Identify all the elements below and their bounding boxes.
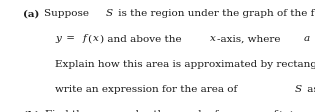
Text: x: x [283, 109, 289, 112]
Text: ≤: ≤ [312, 34, 315, 43]
Text: as a limit of sums.: as a limit of sums. [304, 85, 315, 94]
Text: Explain how this area is approximated by rectangles, and: Explain how this area is approximated by… [55, 59, 315, 68]
Text: ) and above the: ) and above the [100, 34, 185, 43]
Text: write an expression for the area of: write an expression for the area of [55, 85, 241, 94]
Text: (a): (a) [23, 9, 39, 18]
Text: S: S [106, 9, 113, 18]
Text: x: x [93, 34, 99, 43]
Text: f: f [272, 109, 276, 112]
Text: S: S [295, 85, 301, 94]
Text: f: f [83, 34, 86, 43]
Text: y: y [55, 34, 61, 43]
Text: Find the area under the graph of: Find the area under the graph of [45, 109, 221, 112]
Text: ) =: ) = [290, 109, 310, 112]
Text: =: = [63, 34, 78, 43]
Text: x: x [210, 34, 216, 43]
Text: is the region under the graph of the function: is the region under the graph of the fun… [115, 9, 315, 18]
Text: (: ( [277, 109, 282, 112]
Text: -axis, where: -axis, where [217, 34, 284, 43]
Text: a: a [304, 34, 310, 43]
Text: (b): (b) [23, 109, 40, 112]
Text: Suppose: Suppose [44, 9, 92, 18]
Text: (: ( [87, 34, 92, 43]
